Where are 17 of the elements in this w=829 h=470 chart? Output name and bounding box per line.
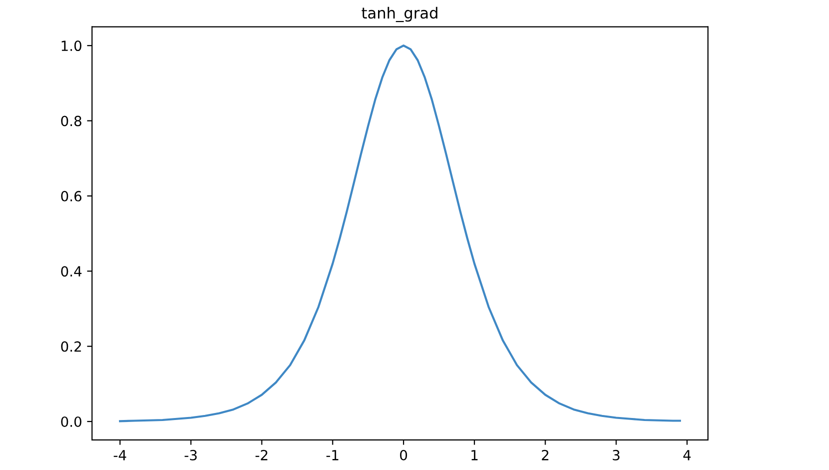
x-tick-label: -4 bbox=[114, 450, 126, 460]
chart-title: tanh_grad bbox=[362, 6, 438, 22]
x-tick-label: -1 bbox=[326, 450, 338, 460]
x-tick-label: 0 bbox=[400, 450, 408, 460]
y-tick-label: 0.2 bbox=[61, 341, 81, 352]
x-tick-label: 2 bbox=[542, 450, 548, 460]
y-tick-label: 0.8 bbox=[61, 116, 82, 126]
y-tick-label: 0.6 bbox=[61, 190, 82, 202]
x-tick-label: 1 bbox=[472, 450, 478, 460]
x-tick-label: -3 bbox=[184, 450, 197, 460]
x-tick-label: -2 bbox=[256, 450, 268, 460]
x-tick-label: 3 bbox=[612, 450, 620, 460]
y-tick-label: 0.0 bbox=[61, 416, 82, 427]
y-tick-label: 1.0 bbox=[62, 40, 82, 52]
y-tick-label: 0.4 bbox=[61, 266, 82, 277]
line-series bbox=[118, 44, 682, 422]
x-tick-label: 4 bbox=[683, 450, 691, 460]
